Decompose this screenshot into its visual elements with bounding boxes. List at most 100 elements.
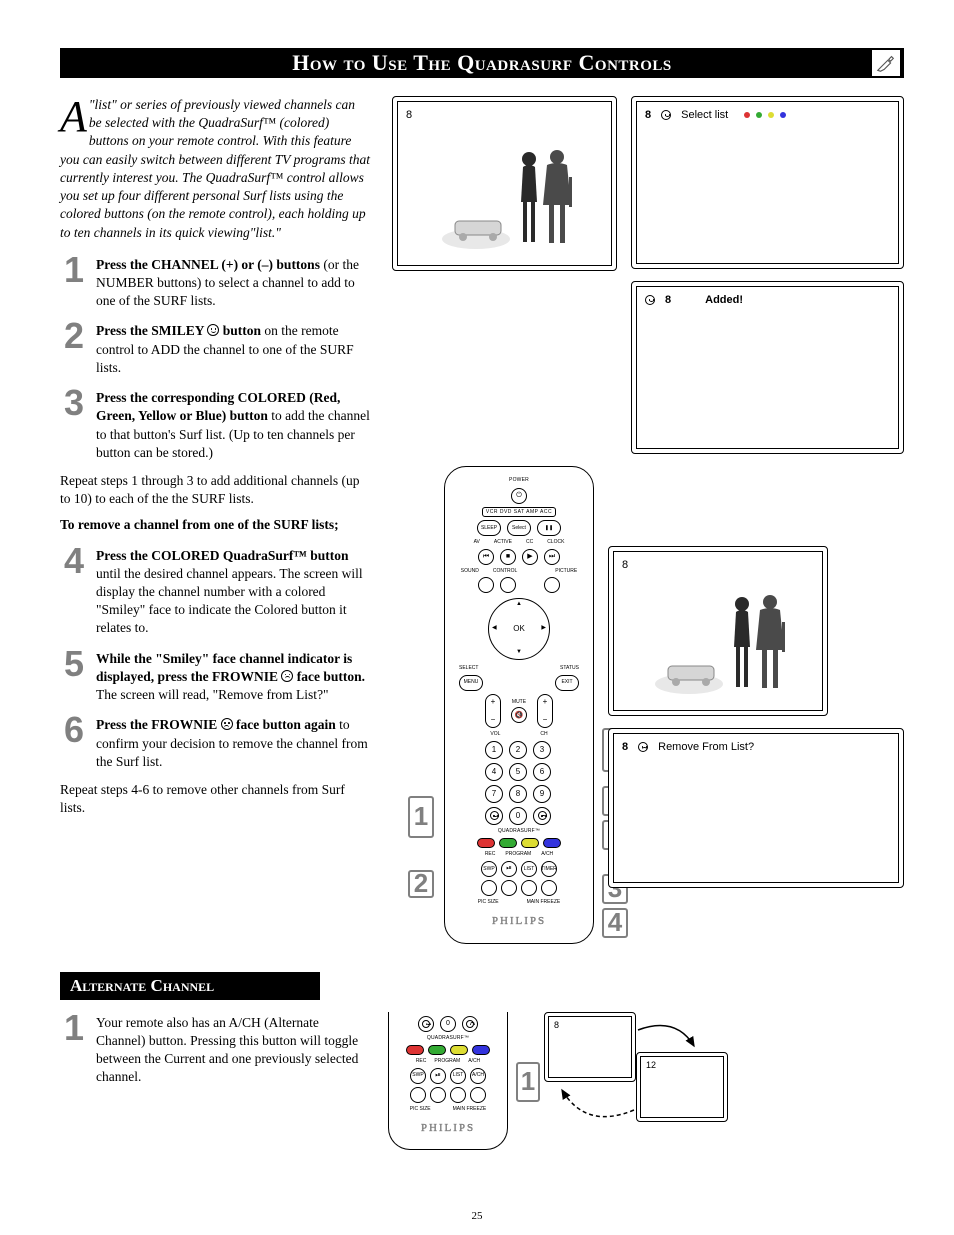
ach-button[interactable]: A/CH	[470, 1068, 486, 1084]
step-body: Press the SMILEY button on the remote co…	[96, 320, 370, 377]
extra-button[interactable]	[430, 1087, 446, 1103]
menu-button[interactable]: MENU	[459, 675, 483, 691]
label: PIC SIZE	[478, 899, 499, 906]
prog-button[interactable]: ⏯	[430, 1068, 446, 1084]
callout-2-left: 2	[408, 870, 434, 898]
qs-red[interactable]	[406, 1045, 424, 1055]
callout-4-right: 4	[602, 908, 628, 938]
brand-label: PHILIPS	[492, 914, 546, 928]
list-button[interactable]: LIST	[521, 861, 537, 877]
tv-content-icon	[441, 147, 601, 257]
device-strip: VCR DVD SAT AMP ACC	[482, 507, 556, 518]
qs-blue[interactable]	[543, 838, 561, 848]
num-8[interactable]: 8	[509, 785, 527, 803]
qs-red[interactable]	[477, 838, 495, 848]
volume-rocker[interactable]: +−	[485, 694, 501, 729]
num-3[interactable]: 3	[533, 741, 551, 759]
label: PIC SIZE	[410, 1106, 431, 1113]
osd-select-list: 8 Select list	[631, 96, 904, 269]
timer-button[interactable]: TIMER	[541, 861, 557, 877]
swap-button[interactable]: SWP	[410, 1068, 426, 1084]
select-button[interactable]: Select	[507, 520, 531, 536]
frownie-icon	[638, 742, 648, 752]
extra-button[interactable]	[521, 880, 537, 896]
step-number: 1	[60, 1012, 88, 1044]
frownie-button[interactable]	[462, 1016, 478, 1032]
step-body: Press the corresponding COLORED (Red, Gr…	[96, 387, 370, 462]
extra-button[interactable]	[450, 1087, 466, 1103]
num-4[interactable]: 4	[485, 763, 503, 781]
instructions-column: A "list" or series of previously viewed …	[60, 96, 370, 944]
vol-label: VOL	[490, 731, 500, 738]
step-number: 1	[60, 254, 88, 286]
list-button[interactable]: LIST	[450, 1068, 466, 1084]
step-number: 2	[60, 320, 88, 352]
step-body: Your remote also has an A/CH (Alternate …	[96, 1012, 360, 1087]
smiley-button[interactable]	[418, 1016, 434, 1032]
freeze-button[interactable]	[470, 1087, 486, 1103]
num-9[interactable]: 9	[533, 785, 551, 803]
frownie-icon	[221, 718, 233, 730]
control-button[interactable]	[500, 577, 516, 593]
quadrasurf-label: QuadraSurf™	[498, 828, 540, 835]
rewind-button[interactable]: ⏮	[478, 549, 494, 565]
tv-preview-2: 8	[608, 546, 828, 716]
label: A/CH	[541, 851, 553, 858]
step-number: 6	[60, 714, 88, 746]
step-number: 3	[60, 387, 88, 419]
freeze-button[interactable]	[541, 880, 557, 896]
num-2[interactable]: 2	[509, 741, 527, 759]
tv-preview: 8	[392, 96, 617, 271]
forward-button[interactable]: ⏭	[544, 549, 560, 565]
prog-button[interactable]: ⏯	[501, 861, 517, 877]
label: REC	[416, 1058, 427, 1065]
step-number: 4	[60, 545, 88, 577]
stop-button[interactable]: ■	[500, 549, 516, 565]
smiley-button[interactable]	[485, 807, 503, 825]
num-5[interactable]: 5	[509, 763, 527, 781]
color-dots	[744, 112, 786, 118]
num-0[interactable]: 0	[440, 1016, 456, 1032]
swap-arrows-icon	[526, 1012, 736, 1132]
label: STATUS	[560, 665, 579, 672]
step-3: 3 Press the corresponding COLORED (Red, …	[60, 387, 370, 462]
play-button[interactable]: ▶	[522, 549, 538, 565]
label: PICTURE	[555, 568, 577, 575]
page-header: How to Use The Quadrasurf Controls	[60, 48, 904, 78]
swap-button[interactable]: SWP	[481, 861, 497, 877]
sleep-button[interactable]: SLEEP	[477, 520, 501, 536]
mute-label: MUTE	[512, 699, 526, 706]
frownie-button[interactable]	[533, 807, 551, 825]
osd-channel: 8	[645, 108, 651, 122]
channel-rocker[interactable]: +−	[537, 694, 553, 729]
qs-green[interactable]	[499, 838, 517, 848]
step-body: Press the COLORED QuadraSurf™ button unt…	[96, 545, 370, 638]
exit-button[interactable]: EXIT	[555, 675, 579, 691]
picture-button[interactable]	[544, 577, 560, 593]
ok-label: OK	[513, 624, 525, 634]
picsize-button[interactable]	[410, 1087, 426, 1103]
page-number: 25	[472, 1209, 483, 1223]
osd-channel: 8	[622, 740, 628, 754]
step-1: 1 Press the CHANNEL (+) or (–) buttons (…	[60, 254, 370, 311]
num-7[interactable]: 7	[485, 785, 503, 803]
qs-yellow[interactable]	[450, 1045, 468, 1055]
qs-yellow[interactable]	[521, 838, 539, 848]
qs-green[interactable]	[428, 1045, 446, 1055]
mute-button[interactable]: 🔇	[511, 707, 527, 723]
power-button[interactable]: ⏻	[511, 488, 527, 504]
intro-paragraph: A "list" or series of previously viewed …	[60, 96, 370, 242]
sound-button[interactable]	[478, 577, 494, 593]
pause-button[interactable]: ❚❚	[537, 520, 561, 536]
picsize-button[interactable]	[481, 880, 497, 896]
qs-blue[interactable]	[472, 1045, 490, 1055]
alternate-channel-section: Alternate Channel 1 Your remote also has…	[60, 972, 904, 1151]
num-6[interactable]: 6	[533, 763, 551, 781]
extra-button[interactable]	[501, 880, 517, 896]
step-bold: Press the SMILEY	[96, 323, 207, 338]
ok-ring[interactable]: OK ▲▼ ◀▶	[488, 598, 550, 660]
label: SELECT	[459, 665, 478, 672]
step-2: 2 Press the SMILEY button on the remote …	[60, 320, 370, 377]
num-1[interactable]: 1	[485, 741, 503, 759]
num-0[interactable]: 0	[509, 807, 527, 825]
